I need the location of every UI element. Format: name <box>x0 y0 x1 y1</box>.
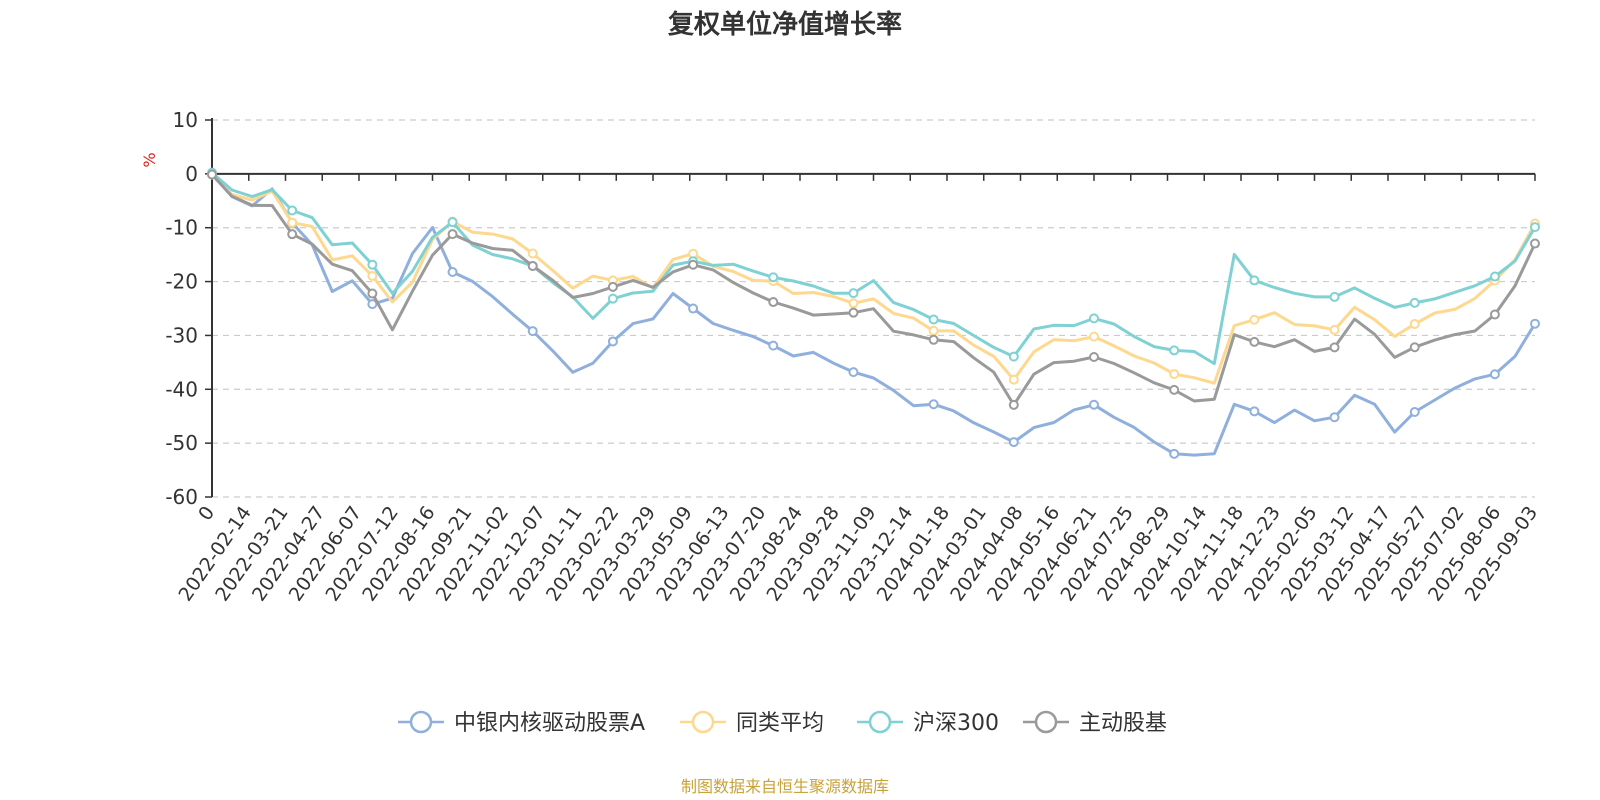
series-point <box>527 260 538 271</box>
data-source-note: 制图数据来自恒生聚源数据库 <box>681 777 889 796</box>
legend-item[interactable]: 同类平均 <box>680 710 824 736</box>
y-tick-label: -50 <box>165 431 198 455</box>
series-point <box>1089 313 1099 324</box>
series-point <box>207 169 217 180</box>
series-point <box>848 367 859 378</box>
series-point <box>1409 318 1420 329</box>
series-point <box>287 217 298 228</box>
legend-label: 沪深300 <box>913 711 999 736</box>
legend-label: 同类平均 <box>736 711 824 736</box>
legend-item[interactable]: 主动股基 <box>1023 710 1167 736</box>
y-tick-label: 10 <box>173 108 198 132</box>
series-point <box>1249 275 1260 286</box>
series-point <box>607 281 618 292</box>
legend-item[interactable]: 中银内核驱动股票A <box>398 710 645 736</box>
chart-title: 复权单位净值增长率 <box>668 9 902 40</box>
series-point <box>1530 238 1540 249</box>
series-point <box>928 325 939 336</box>
series-point <box>447 266 458 277</box>
series-point <box>447 229 458 240</box>
series-line <box>211 171 1537 366</box>
series-point <box>367 270 378 281</box>
series-point <box>1489 309 1500 320</box>
series-point <box>1409 407 1420 418</box>
series-point <box>928 399 939 410</box>
series-point <box>768 272 779 283</box>
series-lines <box>207 167 1540 459</box>
axes <box>211 118 1536 497</box>
series-point <box>848 307 859 318</box>
series-point <box>848 298 859 309</box>
series-point <box>367 288 378 299</box>
series-point <box>1089 399 1099 410</box>
y-tick-label: 0 <box>185 162 198 186</box>
series-point <box>768 340 779 351</box>
x-tick-label: 0 <box>194 502 219 525</box>
legend-marker-icon <box>1034 710 1058 734</box>
legend-marker-icon <box>691 710 715 734</box>
legend[interactable]: 中银内核驱动股票A 同类平均 沪深300 主动股基 <box>398 710 1167 736</box>
series-point <box>1249 336 1260 347</box>
series-point <box>1329 291 1340 302</box>
series-point <box>1329 342 1340 353</box>
y-tick-labels: 10 0 -10 -20 -30 -40 -50 -60 <box>165 108 198 509</box>
series-point <box>848 288 859 299</box>
series-point <box>367 299 378 310</box>
y-tick-label: -40 <box>165 377 198 401</box>
y-tick-label: -10 <box>165 216 198 240</box>
series-line <box>210 172 1537 457</box>
series-point <box>1409 297 1420 308</box>
series-point <box>1089 331 1099 342</box>
series-point <box>527 248 538 259</box>
legend-marker-icon <box>409 710 433 734</box>
series-point <box>1008 437 1019 448</box>
legend-marker-icon <box>868 710 892 734</box>
series-point <box>1489 369 1500 380</box>
series-point <box>688 303 699 314</box>
series-point <box>1530 318 1540 329</box>
series-point <box>1169 369 1180 380</box>
series-point <box>1008 374 1019 385</box>
series-point <box>527 326 538 337</box>
series-point <box>1249 406 1260 417</box>
series-point <box>287 229 298 240</box>
series-point <box>1249 314 1260 325</box>
legend-label: 中银内核驱动股票A <box>454 711 645 736</box>
y-axis-unit-label: % <box>140 152 159 167</box>
y-tick-label: -60 <box>165 485 198 509</box>
series-point <box>1489 271 1500 282</box>
series-point <box>1008 399 1019 410</box>
series-point <box>1329 324 1340 335</box>
series-point <box>1329 412 1340 423</box>
series-point <box>1089 351 1099 362</box>
series-point <box>447 217 458 228</box>
series-point <box>1409 342 1420 353</box>
series-point <box>607 336 618 347</box>
series-point <box>1169 384 1180 395</box>
series-point <box>928 314 939 325</box>
y-tick-label: -20 <box>165 270 198 294</box>
series-point <box>367 259 378 270</box>
series-point <box>928 334 939 345</box>
legend-item[interactable]: 沪深300 <box>857 710 999 736</box>
series-point <box>1008 351 1019 362</box>
series-point <box>1169 448 1180 459</box>
series-point <box>1530 222 1540 233</box>
series-point <box>768 297 779 308</box>
series-line <box>210 173 1537 407</box>
series-point <box>287 205 298 216</box>
legend-label: 主动股基 <box>1079 711 1167 736</box>
series-point <box>1169 345 1180 356</box>
x-tick-labels: 02022-02-142022-03-212022-04-272022-06-0… <box>174 502 1542 605</box>
series-point <box>688 259 699 270</box>
y-tick-label: -30 <box>165 323 198 347</box>
series-point <box>607 293 618 304</box>
